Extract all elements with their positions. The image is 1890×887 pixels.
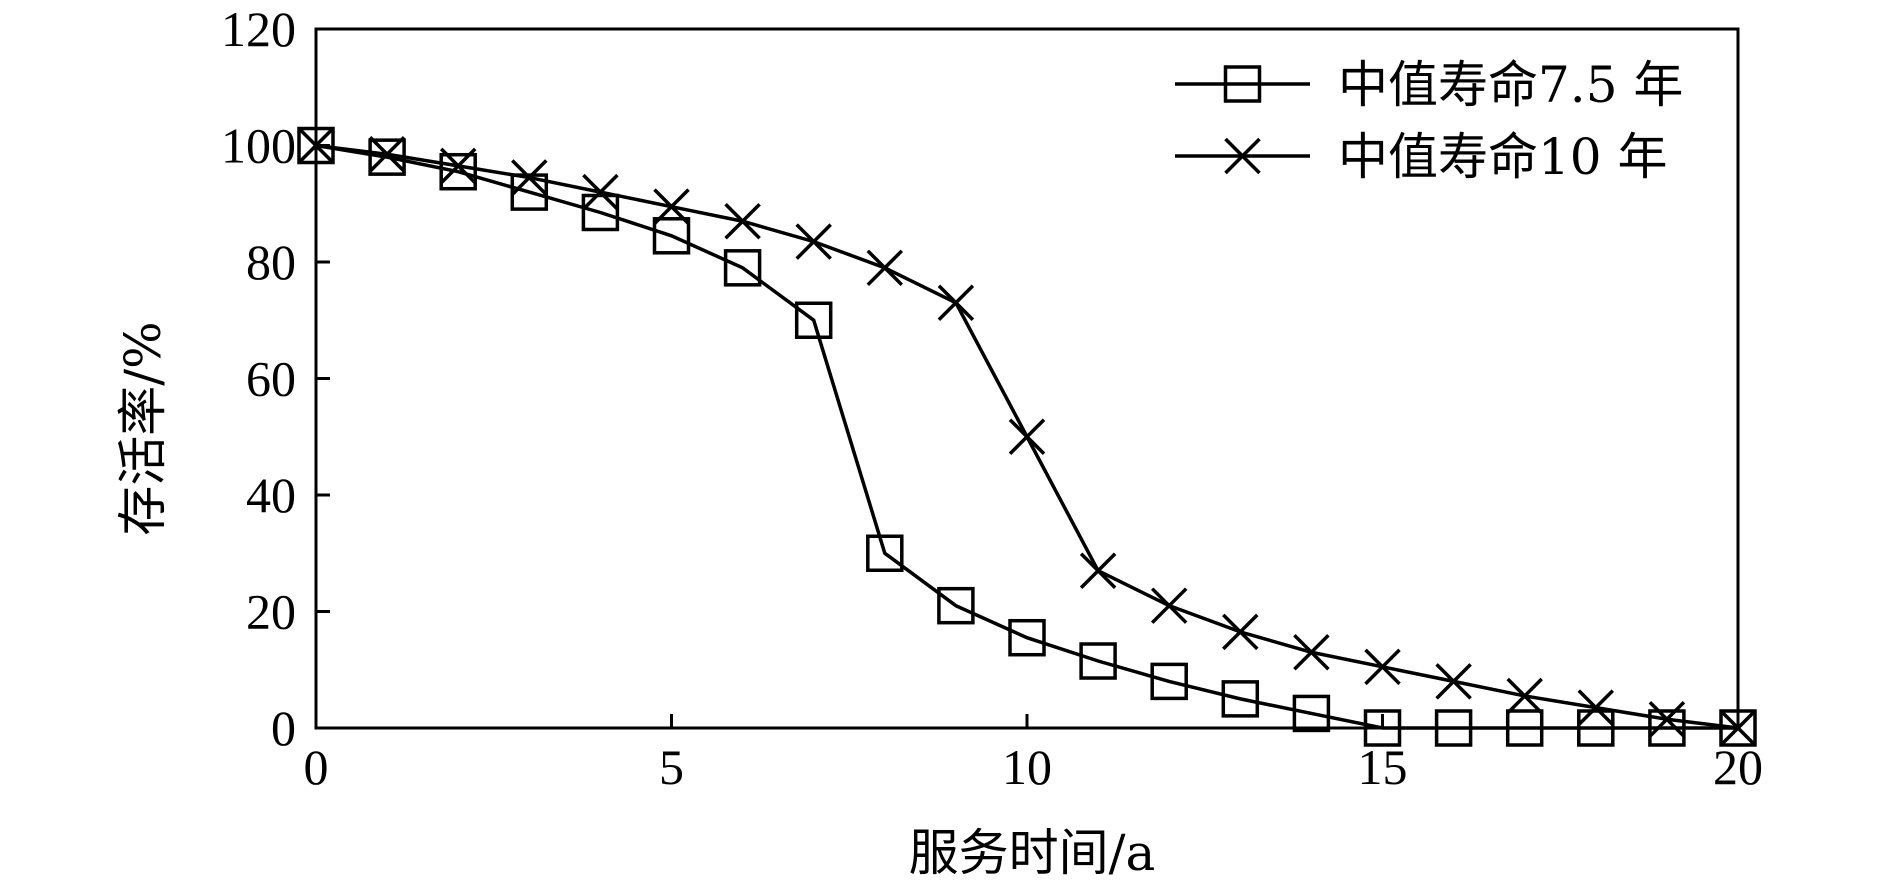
x-marker xyxy=(1224,137,1261,175)
x-marker-stroke xyxy=(1648,701,1686,738)
series-line xyxy=(315,143,1738,730)
square-marker xyxy=(1221,680,1260,718)
x-marker xyxy=(937,284,975,322)
y-axis-ticks: 0 20 40 60 80 100 120 xyxy=(221,1,330,756)
x-tick-label: 10 xyxy=(1002,739,1052,795)
x-marker-stroke xyxy=(582,173,619,211)
x-marker xyxy=(582,173,619,211)
series-1 xyxy=(297,126,1757,747)
y-tick-label: 100 xyxy=(221,118,296,174)
x-tick-label: 15 xyxy=(1358,739,1408,795)
x-marker-stroke xyxy=(1364,648,1401,686)
x-marker xyxy=(1079,552,1117,589)
square-marker xyxy=(1648,709,1686,747)
y-tick-label: 120 xyxy=(221,1,296,57)
x-marker xyxy=(1435,663,1472,700)
x-marker-stroke xyxy=(1435,663,1472,700)
x-marker-stroke xyxy=(1008,418,1046,455)
x-axis-title: 服务时间/a xyxy=(909,824,1156,882)
x-marker-stroke xyxy=(1577,689,1615,726)
square-marker xyxy=(1292,694,1331,733)
square-marker xyxy=(1079,642,1117,680)
square-marker xyxy=(1719,709,1757,747)
square-marker xyxy=(1008,618,1046,657)
x-marker xyxy=(866,249,904,287)
y-tick-label: 20 xyxy=(246,584,296,640)
x-marker xyxy=(297,127,335,164)
x-marker xyxy=(368,136,406,173)
square-marker xyxy=(652,217,691,255)
square-marker xyxy=(723,249,762,287)
y-tick-label: 80 xyxy=(246,234,296,290)
x-marker-stroke xyxy=(653,188,690,225)
series-2 xyxy=(297,127,1757,747)
square-marker xyxy=(297,126,335,165)
square-marker xyxy=(1223,65,1262,103)
y-tick-label: 60 xyxy=(246,351,296,407)
square-marker xyxy=(439,152,477,191)
x-marker-stroke xyxy=(511,159,548,196)
x-marker-stroke xyxy=(1222,613,1259,651)
y-tick-label: 0 xyxy=(271,700,296,756)
x-marker xyxy=(1364,648,1401,686)
x-axis-ticks: 0 5 10 15 20 xyxy=(304,714,1763,795)
y-tick-label: 40 xyxy=(246,467,296,523)
square-marker xyxy=(1150,662,1188,701)
x-marker xyxy=(439,147,477,185)
square-marker xyxy=(866,534,904,572)
x-marker xyxy=(653,188,690,225)
x-marker-stroke xyxy=(795,223,832,260)
x-marker xyxy=(511,159,548,196)
y-axis-title: 存活率/% xyxy=(114,321,172,535)
x-marker-stroke xyxy=(1150,587,1188,624)
x-marker xyxy=(1506,677,1543,715)
x-marker xyxy=(1719,709,1757,747)
square-marker xyxy=(937,586,975,625)
x-marker-stroke xyxy=(1719,709,1757,747)
square-marker xyxy=(1363,709,1402,747)
x-marker-stroke xyxy=(1224,137,1261,175)
legend-label: 中值寿命7.5 年 xyxy=(1338,56,1683,114)
x-marker-stroke xyxy=(297,127,335,164)
x-marker-stroke xyxy=(937,284,975,322)
square-marker xyxy=(1505,709,1544,747)
square-marker xyxy=(1577,709,1615,747)
legend-item: 中值寿命10 年 xyxy=(1175,128,1668,186)
x-marker-stroke xyxy=(866,249,904,287)
x-marker xyxy=(1150,587,1188,624)
x-marker xyxy=(724,202,761,240)
square-marker xyxy=(794,301,833,339)
x-tick-label: 5 xyxy=(659,739,684,795)
x-marker xyxy=(1577,689,1615,726)
x-marker-stroke xyxy=(724,202,761,240)
x-marker-stroke xyxy=(1079,552,1117,589)
x-marker xyxy=(795,223,832,260)
x-marker xyxy=(1648,701,1686,738)
square-marker xyxy=(1434,709,1473,747)
x-tick-label: 20 xyxy=(1713,739,1763,795)
x-marker-stroke xyxy=(1293,634,1330,671)
x-marker-stroke xyxy=(439,147,477,185)
x-tick-label: 0 xyxy=(304,739,329,795)
legend-item: 中值寿命7.5 年 xyxy=(1175,56,1683,114)
series-group xyxy=(297,126,1757,747)
x-marker-stroke xyxy=(1506,677,1543,715)
x-marker xyxy=(1293,634,1330,671)
x-marker xyxy=(1222,613,1259,651)
x-marker xyxy=(1008,418,1046,455)
x-marker-stroke xyxy=(368,136,406,173)
legend-label: 中值寿命10 年 xyxy=(1338,128,1668,186)
square-marker xyxy=(581,193,620,232)
